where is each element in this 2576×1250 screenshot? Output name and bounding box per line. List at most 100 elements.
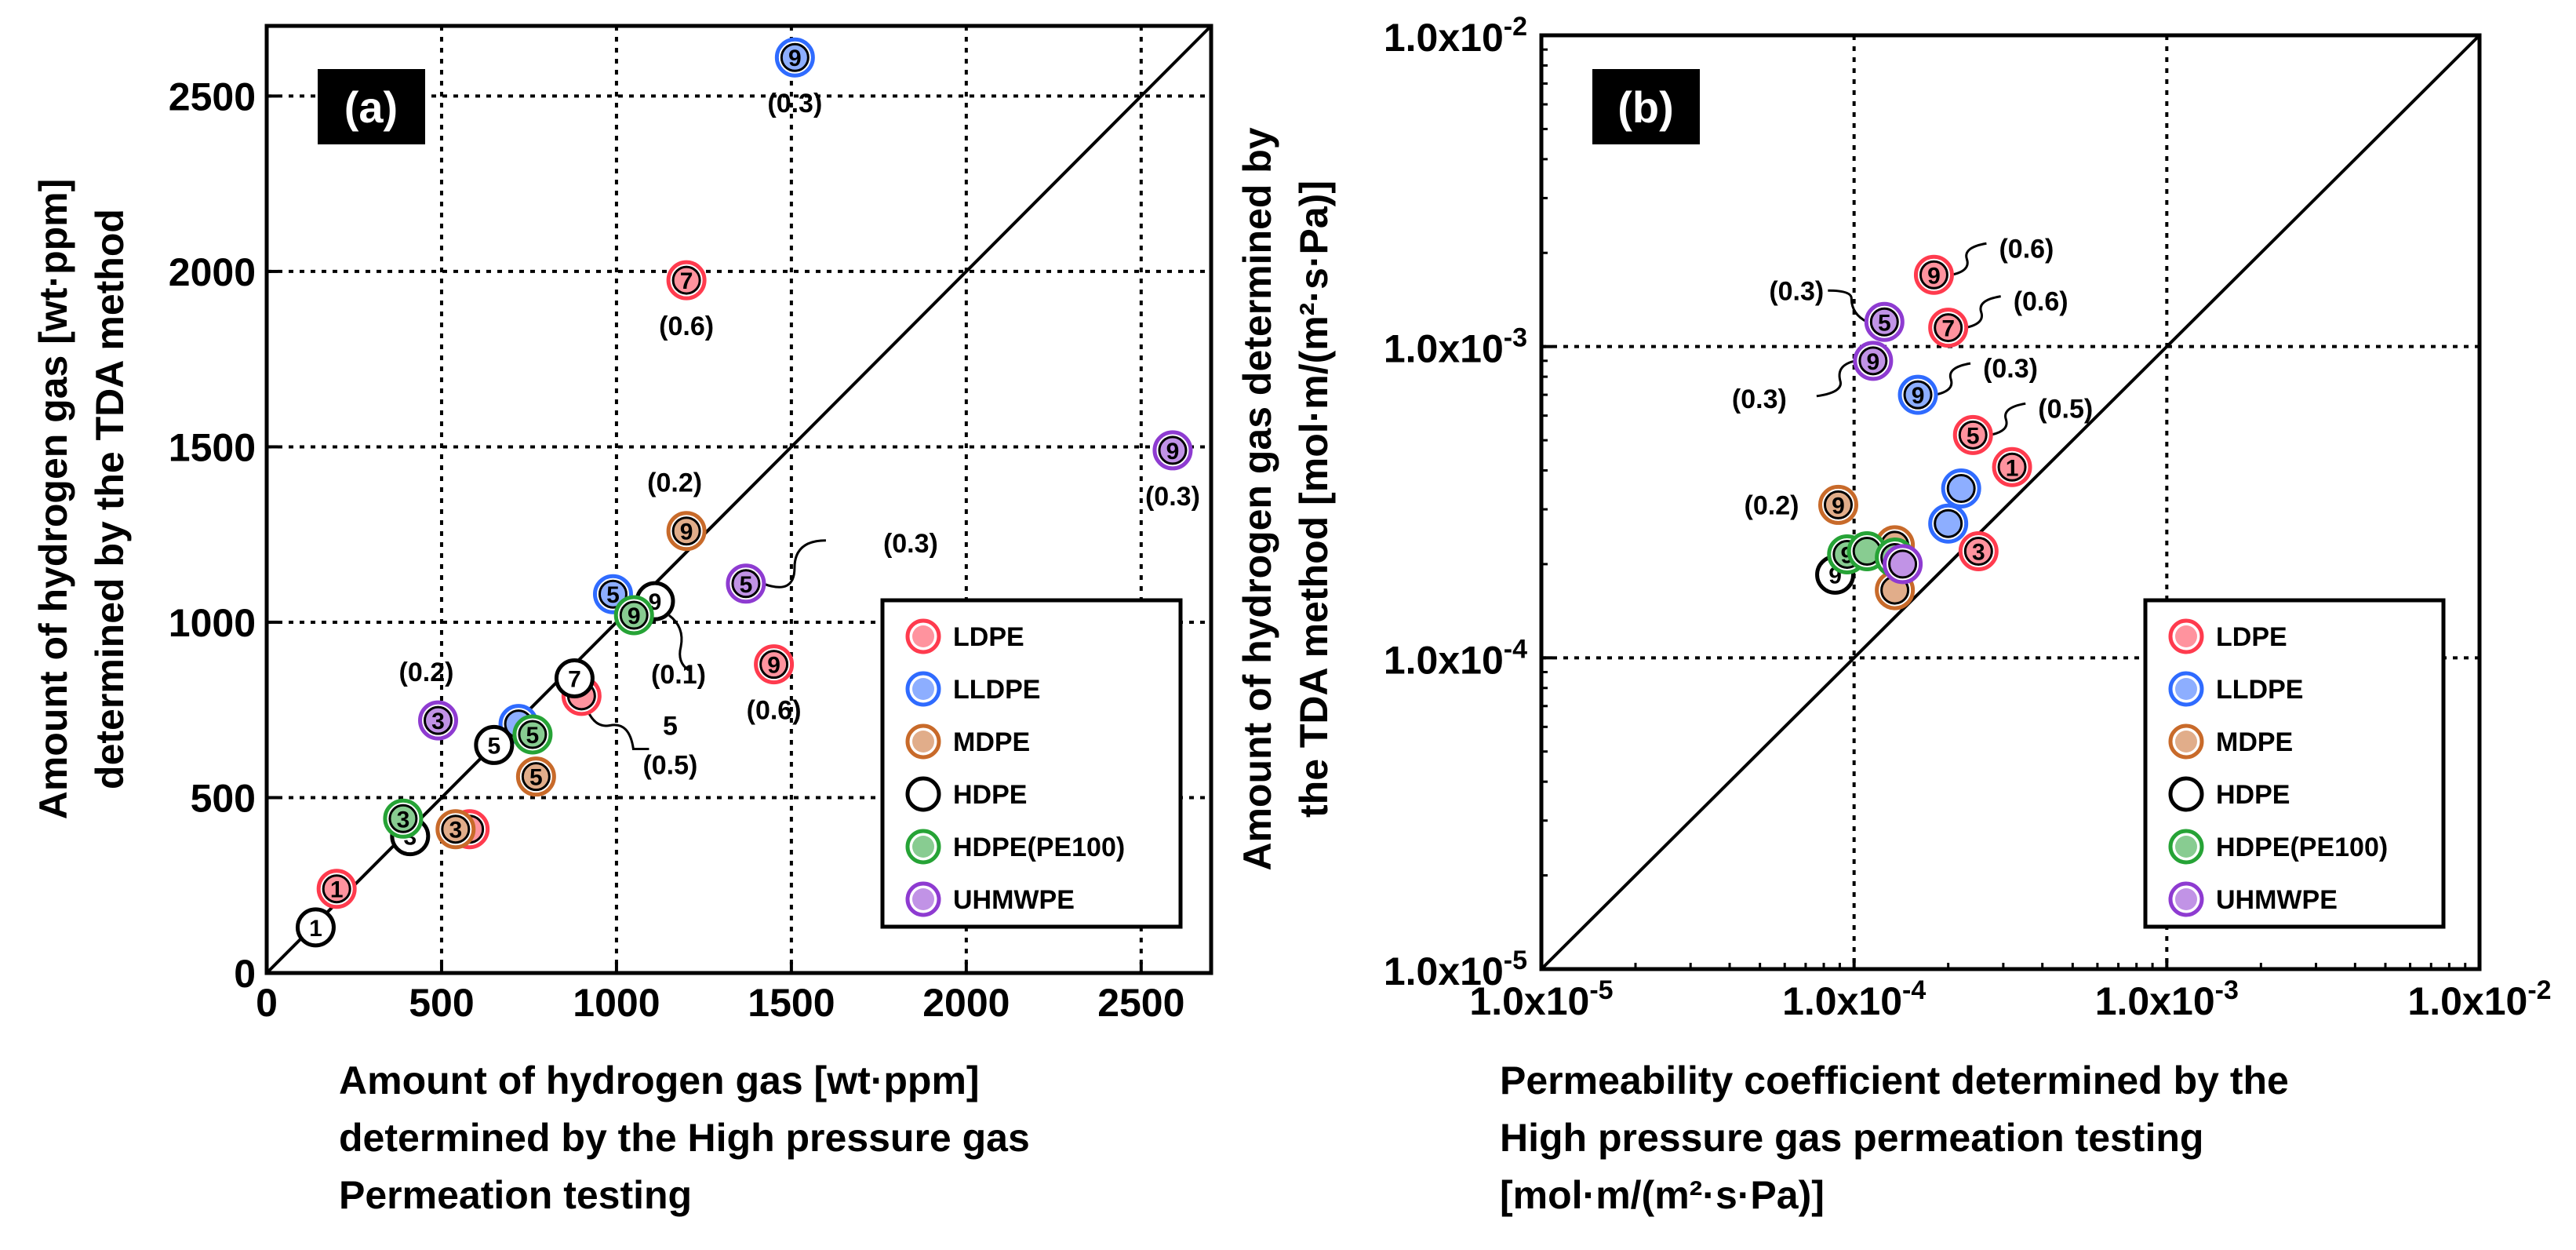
panel-a-legend-item-uhmwpe-fill [912,888,934,910]
panel-b-frame [1539,33,2482,971]
panel-a-point-hdpe-pe100-label: 5 [526,723,540,749]
panel-a-point-hdpe-label: 7 [568,666,581,692]
panel-b-note-uhmwpe-leader [1816,359,1857,398]
panel-a-x-tick-label: 1000 [573,981,660,1025]
panel-b-ticks: 1.0x10-51.0x10-5 1.0x10-4 1.0x10-4 1.0x10-3… [1384,12,2552,1023]
panel-a-point-uhmwpe: 5 [726,563,766,604]
panel-b-point-uhmwpe-outline [1858,346,1888,376]
panel-b-point-ldpe-fill [1920,261,1948,289]
panel-a-point-uhmwpe-outline [424,705,453,735]
panel-a-y-tick-label: 0 [234,952,256,996]
panel-a: (a) 0 500 1000 1500 2000 2500 0 500 1000 1500 2000… [31,24,1213,1217]
panel-a-point-lldpe-label: 5 [606,582,620,608]
panel-a-note-lldpe-text: (0.3) [767,89,822,118]
panel-a-point-ldpe-outline [759,650,789,680]
panel-b-legend-item-mdpe: MDPE [2168,723,2293,760]
panel-b-ylabel-line-1: Amount of hydrogen gas determined by [1235,127,1279,870]
panel-b-legend-item-hdpe-pe100-fill [2175,836,2197,858]
panel-a-point-mdpe-fill [522,763,550,790]
panel-a-point-mdpe: 3 [435,809,476,850]
panel-b-point-ldpe-fill [1934,314,1962,341]
panel-a-point-mdpe: 5 [515,756,556,797]
panel-a-point-hdpe: 1 [295,907,336,948]
panel-b-point-uhmwpe-fill [1859,347,1887,374]
panel-b-note-mdpe-text: (0.2) [1745,490,1799,520]
panel-a-legend-item-ldpe-label: LDPE [953,622,1024,652]
panel-a-point-hdpe-ring [554,658,595,698]
panel-b-legend-item-hdpe-pe100: HDPE(PE100) [2168,829,2388,865]
panel-b-xlabel-line-1: Permeability coefficient determined by t… [1500,1059,2289,1102]
panel-a-point-hdpe-pe100-label: 3 [397,807,410,833]
panel-b-point-uhmwpe-label: 9 [1867,349,1880,375]
panel-a-ylabel-line-2: determined by the TDA method [88,209,132,789]
panel-b-point-lldpe-outline [1934,508,1963,538]
panel-b-legend: LDPE LLDPE MDPE HDPE HDPE(PE100) UHMWPE [2143,598,2446,929]
panel-a-reference-line [265,24,1213,975]
panel-b-point-lldpe-fill [1948,475,1975,502]
panel-b-point-mdpe: 9 [1817,484,1858,525]
panel-b-point-ldpe-fill [1965,538,1992,565]
panel-a-ticks: 0 500 1000 1500 2000 2500 0 500 1000 1500 2000 2500 [169,75,1185,1025]
panel-a-note-hdpe-text-2: (0.5) [642,750,697,780]
panel-a-point-mdpe-label: 9 [680,519,693,545]
panel-b-point-ldpe-outline [1919,260,1948,290]
panel-b-point-uhmwpe-label: 5 [1878,310,1891,336]
panel-a-xlabel-line-2: determined by the High pressure gas [339,1116,1030,1160]
panel-b-legend-item-ldpe-label: LDPE [2216,622,2287,652]
panel-a-point-ldpe-outline [322,874,351,904]
panel-a-legend-item-ldpe-fill [912,625,934,647]
panel-a-point-lldpe-fill [599,581,627,608]
panel-a-point-ldpe: 9 [754,644,795,685]
panel-b-legend-item-mdpe-label: MDPE [2216,727,2293,757]
panel-a-frame [264,24,1213,975]
panel-a-note-ldpe-text: (0.6) [747,696,802,726]
panel-a-point-hdpe-label: 1 [309,916,322,942]
panel-a-point-hdpe-ring [474,724,515,765]
panel-b-x-tick-label: 1.0x10-3 [2095,975,2239,1023]
panel-b-ylabel-line-2: the TDA method [mol·m/(m²·s·Pa)] [1292,180,1336,818]
panel-a-legend-item-uhmwpe-label: UHMWPE [953,885,1075,915]
panel-b-legend-item-hdpe-pe100-label: HDPE(PE100) [2216,833,2388,862]
panel-b-note-uhmwpe-text: (0.3) [1769,276,1824,306]
panel-b-point-ldpe-label: 9 [1927,263,1941,289]
panel-a-point-mdpe-fill [442,815,469,843]
panel-b-legend-item-uhmwpe-label: UHMWPE [2216,885,2338,915]
panel-b-point-mdpe-label: 9 [1832,493,1845,519]
panel-a-legend-item-mdpe: MDPE [905,723,1030,760]
panel-b-point-lldpe-fill [1905,381,1932,409]
panel-a-point-ldpe-fill [323,875,351,902]
panel-a-legend-item-mdpe-fill [912,731,934,753]
panel-b-point-ldpe: 7 [1928,308,1969,348]
panel-b-point-uhmwpe-fill [1871,308,1898,336]
panel-a-note-uhmwpe-leader [762,539,826,589]
panel-a-point-uhmwpe: 3 [418,700,459,741]
panel-a-point-uhmwpe: 9 [1152,430,1193,471]
panel-a-point-uhmwpe-fill [1159,436,1186,464]
panel-b-point-mdpe-fill [1825,491,1852,519]
panel-b-point-ldpe-outline [1997,452,2027,482]
panel-b-point-ldpe-label: 5 [1967,423,1980,449]
panel-b-point-ldpe: 9 [1913,254,1954,295]
panel-b-point-ldpe-label: 1 [2006,455,2019,481]
panel-b-point-ldpe: 3 [1958,531,1999,572]
panel-b-point-lldpe-fill [1934,510,1962,538]
panel-a-point-hdpe-pe100: 3 [383,798,424,839]
panel-a-point-uhmwpe-label: 5 [740,572,753,598]
panel-b-point-ldpe-outline [1958,420,1988,450]
panel-b-note-lldpe-text: (0.3) [1983,354,2038,384]
panel-b-note-ldpe-leader [1965,295,2001,330]
panel-a-x-tick-label: 1500 [748,981,835,1025]
panel-a-point-lldpe-outline [598,579,628,609]
panel-b: (b) 1.0x10-51.0x10-51.0x10-41.0x10-41.0x… [1235,12,2552,1217]
panel-a-point-uhmwpe-label: 9 [1166,439,1180,465]
panel-b-point-lldpe: 9 [1897,374,1938,415]
panel-a-x-tick-label: 2000 [922,981,1010,1025]
panel-a-legend-item-hdpe-pe100-fill [912,836,934,858]
panel-b-xlabel-line-2: High pressure gas permeation testing [1500,1116,2203,1160]
panel-b-legend-item-lldpe-label: LLDPE [2216,675,2303,705]
panel-a-legend-item-hdpe-ring [905,776,941,812]
panel-a-point-hdpe-pe100-outline [518,720,548,749]
panel-b-point-lldpe-outline [1946,474,1976,504]
panel-b-point-ldpe-outline [1963,537,1993,567]
